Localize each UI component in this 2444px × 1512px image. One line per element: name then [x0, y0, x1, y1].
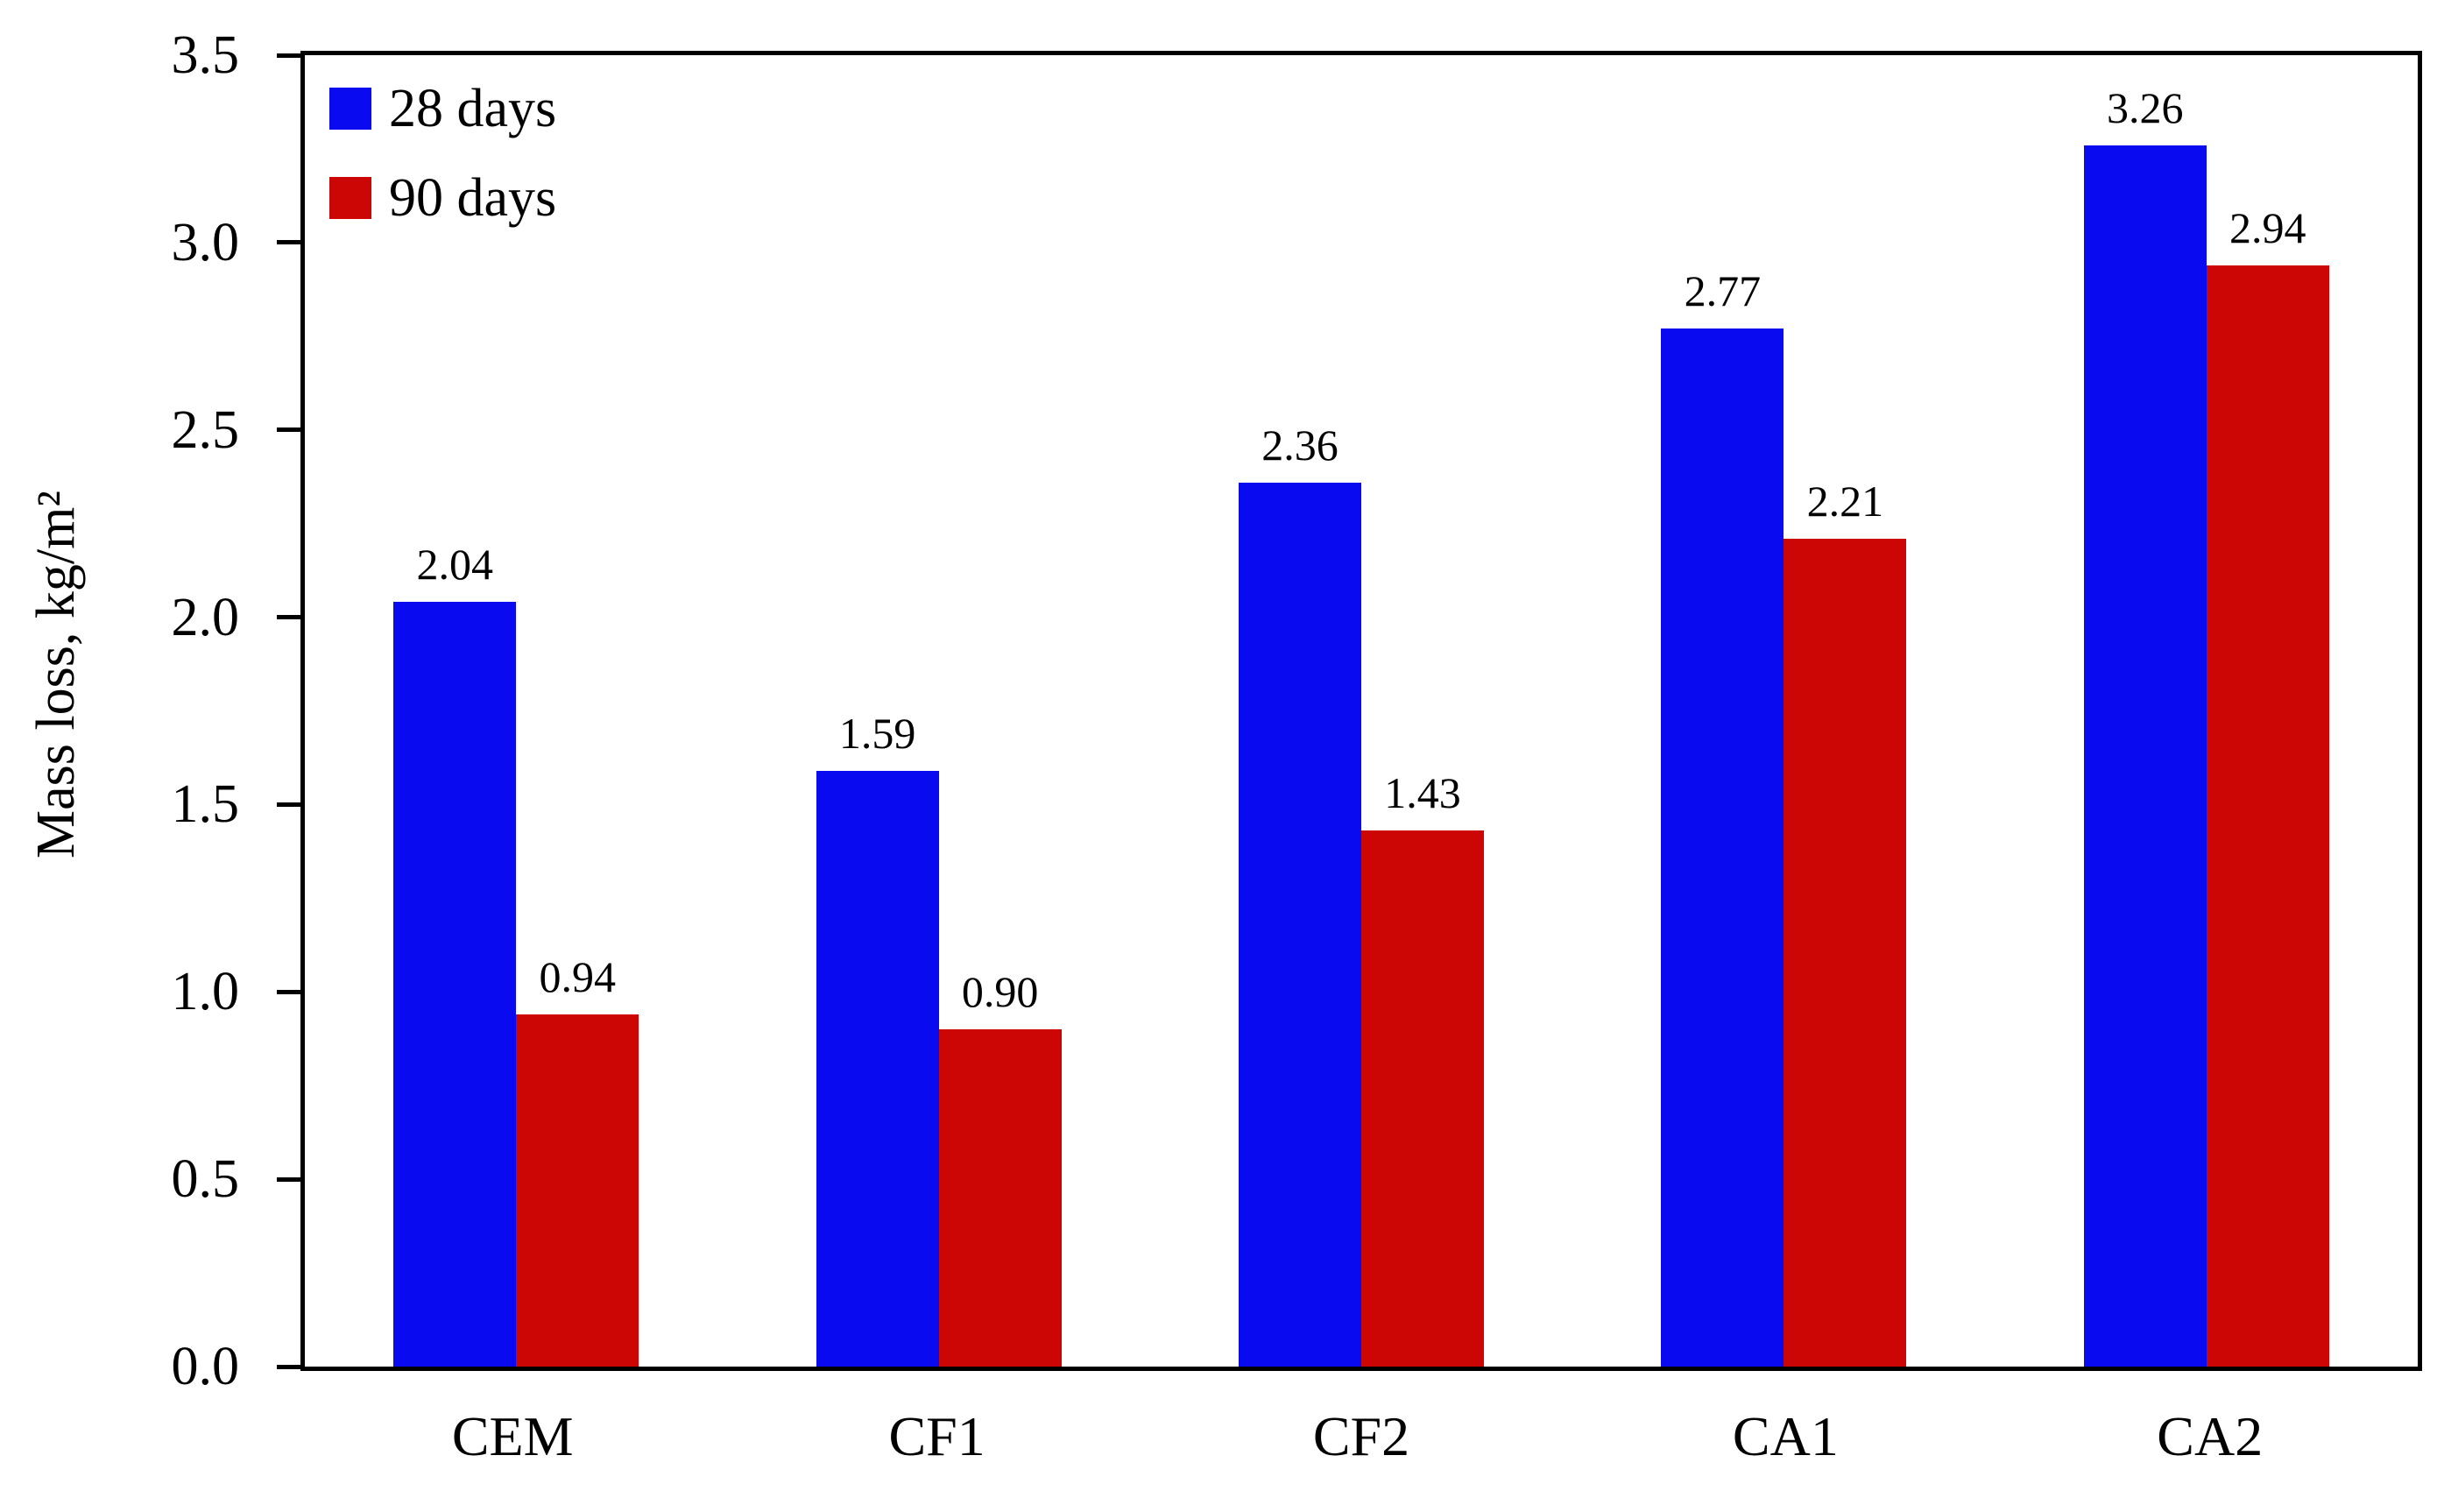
value-label: 2.04 — [416, 540, 493, 590]
value-label: 1.43 — [1384, 768, 1461, 818]
y-axis-title: Mass loss, kg/m² — [26, 491, 86, 858]
y-tick-mark — [277, 615, 300, 620]
bar-group-cf2: 2.36 1.43 — [1150, 55, 1572, 1367]
bar-28-days-cf2: 2.36 — [1238, 423, 1361, 1367]
bar-90-days-cf1: 0.90 — [938, 970, 1062, 1367]
bar-28-days-ca1: 2.77 — [1661, 269, 1784, 1367]
bar-group-cf1: 1.59 0.90 — [727, 55, 1149, 1367]
x-axis-labels: CEM CF1 CF2 CA1 CA2 — [300, 1409, 2422, 1465]
y-tick-label: 1.0 — [171, 962, 240, 1022]
bar-28-days-ca2: 3.26 — [2083, 86, 2207, 1367]
y-tick-label: 0.5 — [171, 1149, 240, 1210]
bar-90-days-cem: 0.94 — [516, 955, 639, 1367]
y-tick-mark — [277, 989, 300, 994]
bar-group-ca1: 2.77 2.21 — [1572, 55, 1995, 1367]
value-label: 3.26 — [2107, 82, 2184, 132]
y-tick-mark — [277, 427, 300, 433]
legend-swatch-icon — [329, 177, 371, 219]
category-label-cem: CEM — [451, 1405, 574, 1467]
y-tick-label: 2.5 — [171, 399, 240, 460]
bar-90-days-ca1: 2.21 — [1784, 479, 1907, 1367]
y-tick-mark — [277, 1364, 300, 1369]
legend-swatch-icon — [329, 88, 371, 130]
y-tick-mark — [277, 1176, 300, 1182]
legend-label: 90 days — [389, 168, 557, 228]
value-label: 0.94 — [539, 951, 616, 1001]
bar-series-container: 2.04 0.94 1.59 0.90 2.36 1.43 2.77 2.21 3.26 2.94 — [305, 55, 2418, 1367]
category-label-cf1: CF1 — [888, 1405, 985, 1467]
value-label: 2.21 — [1806, 476, 1884, 526]
legend-item-28-days: 28 days — [329, 81, 556, 136]
y-tick-label: 3.0 — [171, 212, 240, 272]
plot-area: 2.04 0.94 1.59 0.90 2.36 1.43 2.77 2.21 3.26 2.94… — [172, 28, 2422, 1394]
value-label: 0.90 — [961, 967, 1039, 1017]
value-label: 2.94 — [2229, 202, 2306, 252]
y-tick-mark — [277, 240, 300, 245]
bar-28-days-cf1: 1.59 — [816, 711, 939, 1367]
bar-90-days-ca2: 2.94 — [2206, 206, 2329, 1367]
legend-label: 28 days — [389, 79, 557, 138]
bar-group-cem: 2.04 0.94 — [305, 55, 727, 1367]
value-label: 2.77 — [1684, 266, 1762, 316]
y-tick-label: 1.5 — [171, 774, 240, 835]
bar-group-ca2: 3.26 2.94 — [1995, 55, 2418, 1367]
legend: 28 days 90 days — [329, 81, 556, 225]
value-label: 1.59 — [838, 708, 916, 758]
bar-28-days-cem: 2.04 — [393, 542, 517, 1367]
y-tick-mark — [277, 802, 300, 807]
category-label-cf2: CF2 — [1312, 1405, 1410, 1467]
y-tick-label: 2.0 — [171, 587, 240, 647]
legend-item-90-days: 90 days — [329, 171, 556, 225]
y-tick-mark — [277, 53, 300, 58]
bar-90-days-cf2: 1.43 — [1360, 771, 1484, 1367]
value-label: 2.36 — [1261, 420, 1339, 470]
y-tick-label: 0.0 — [171, 1337, 240, 1396]
category-label-ca2: CA2 — [2157, 1405, 2264, 1467]
y-tick-label: 3.5 — [171, 25, 240, 85]
category-label-ca1: CA1 — [1732, 1405, 1839, 1467]
